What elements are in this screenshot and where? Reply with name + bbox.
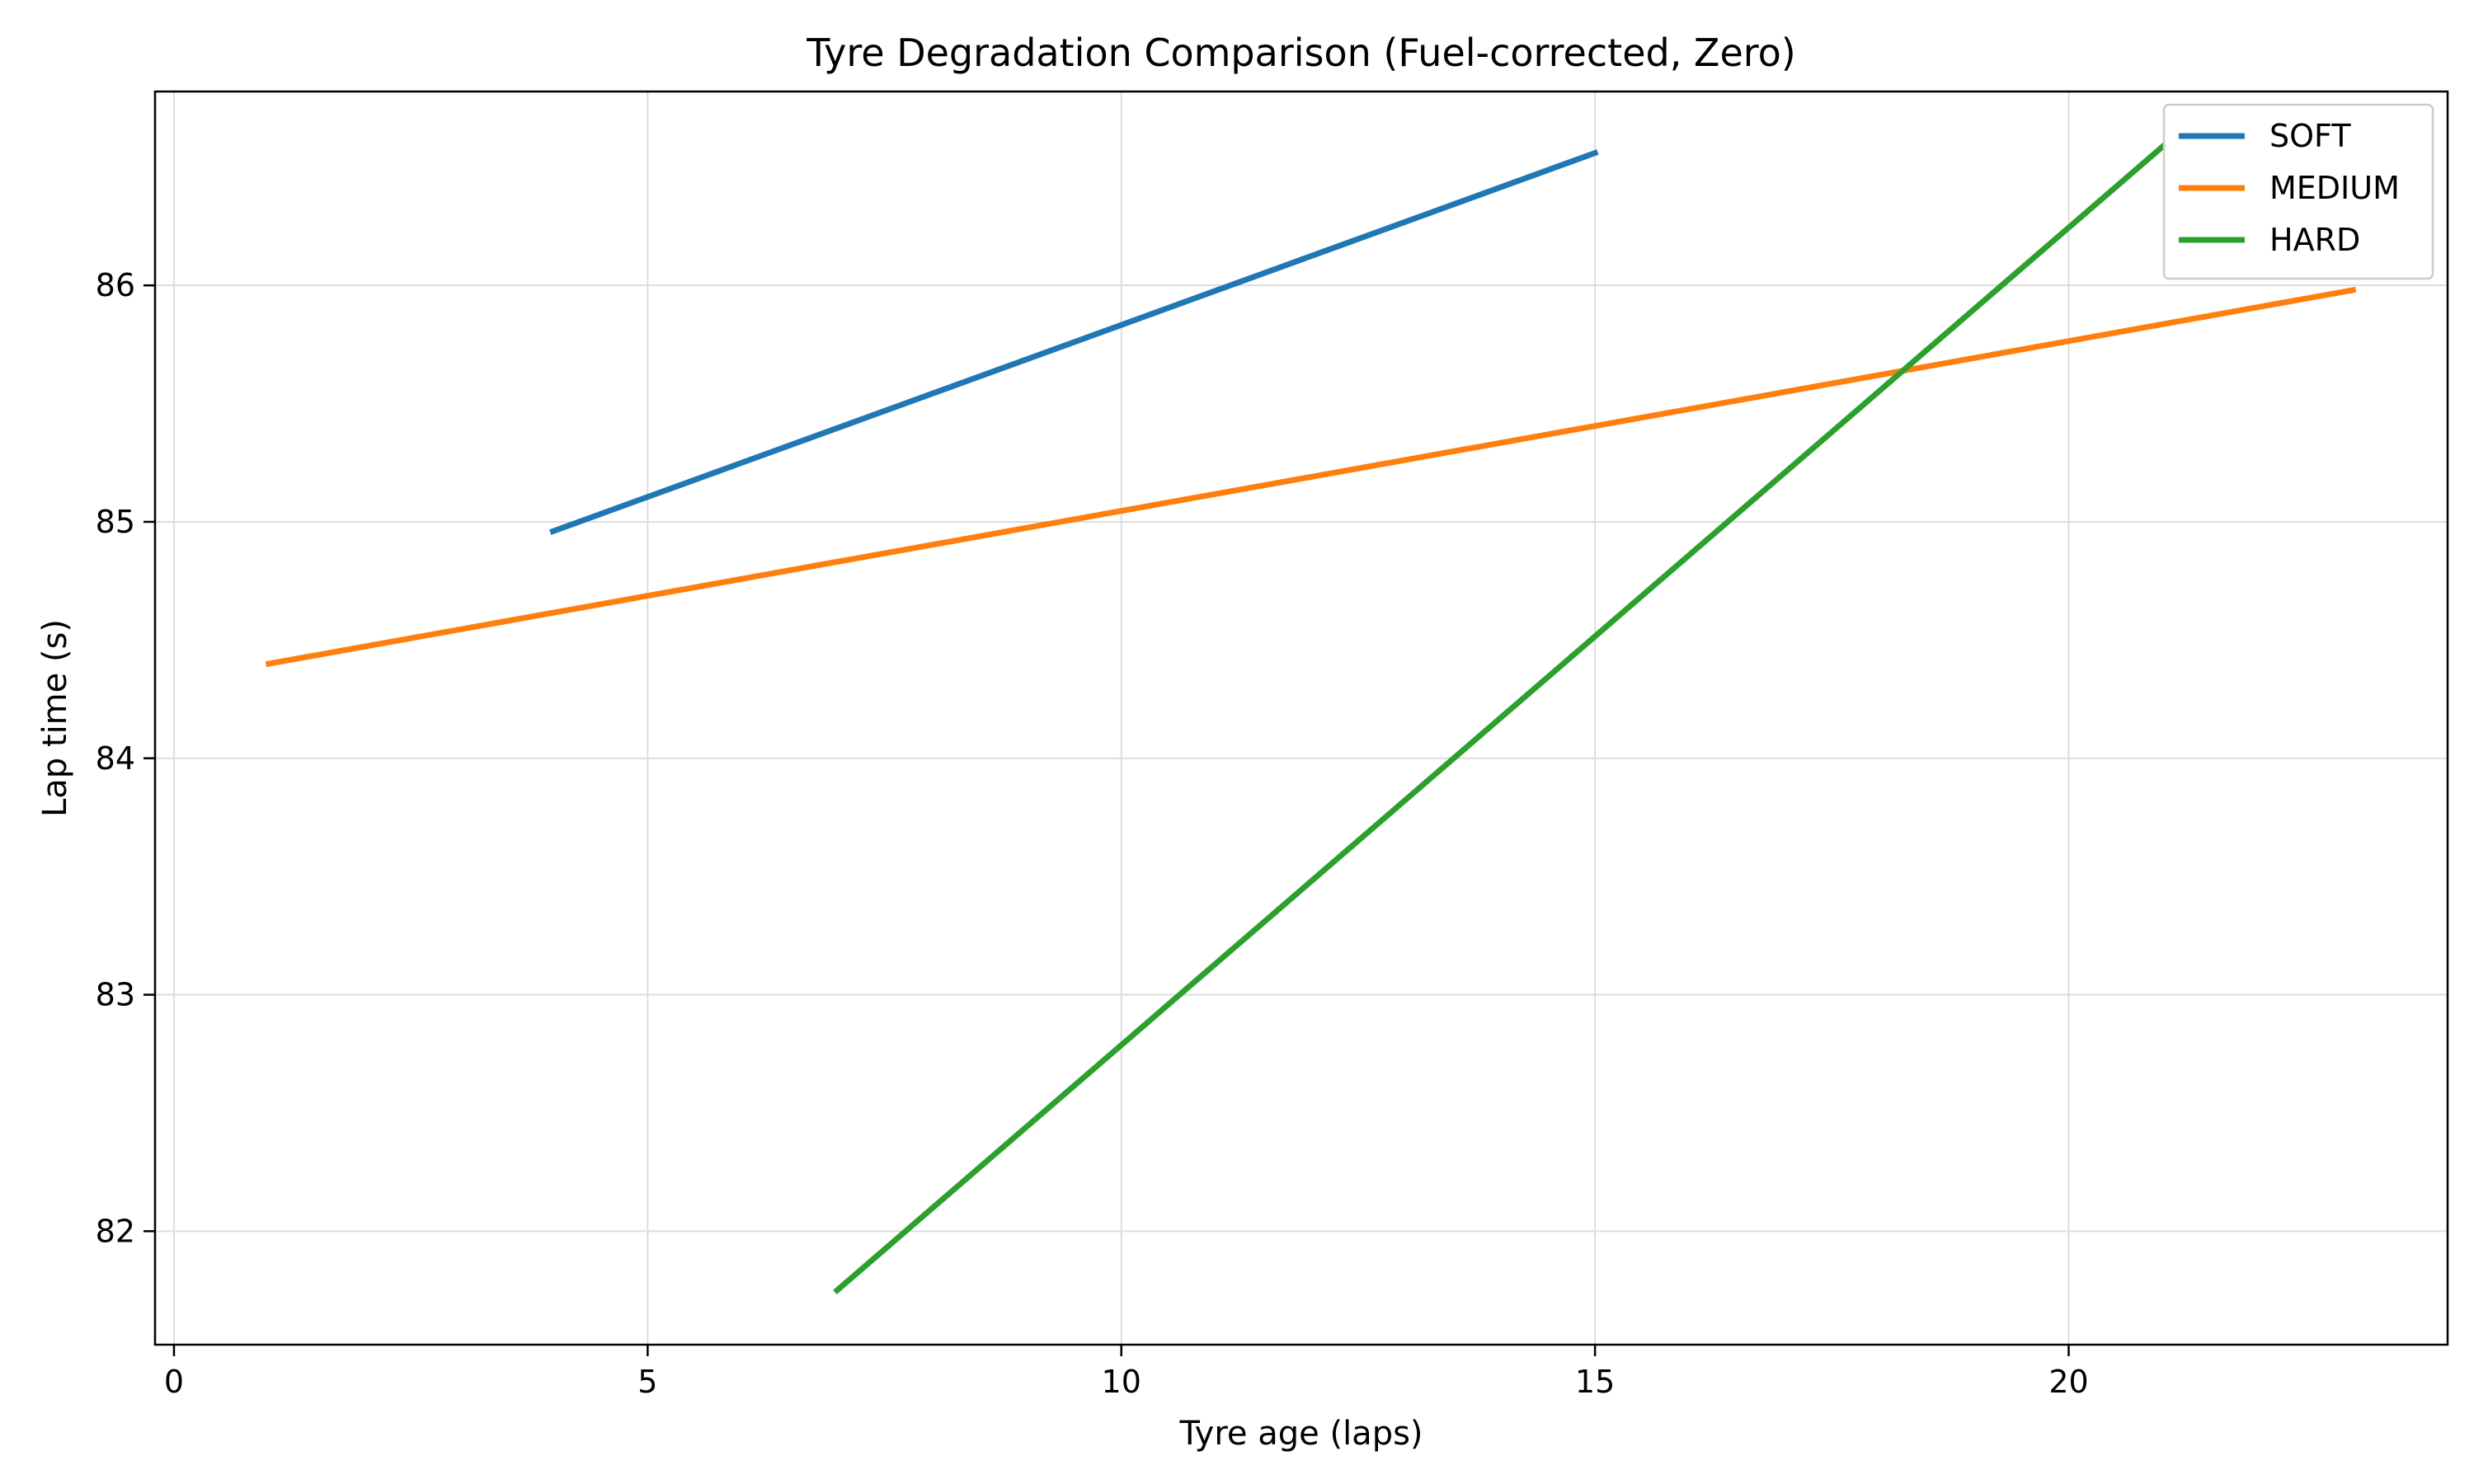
- legend-label: MEDIUM: [2269, 170, 2400, 206]
- plot-frame: [153, 90, 2449, 1346]
- legend: SOFT MEDIUM HARD: [2162, 103, 2434, 280]
- legend-box: [2162, 103, 2434, 280]
- chart-title: Tyre Degradation Comparison (Fuel-correc…: [806, 31, 1796, 75]
- x-tick-label: 15: [1575, 1364, 1615, 1400]
- grid-layer: [155, 92, 2448, 1345]
- y-tick-label: 86: [96, 267, 135, 303]
- series-line-hard: [833, 142, 2168, 1294]
- x-axis-label: Tyre age (laps): [1178, 1415, 1423, 1453]
- series-line-medium: [265, 286, 2357, 668]
- series-layer: [265, 142, 2357, 1294]
- series-line-soft: [548, 149, 1599, 535]
- legend-label: HARD: [2269, 222, 2360, 258]
- legend-label: SOFT: [2269, 118, 2351, 154]
- y-tick-label: 82: [96, 1213, 135, 1249]
- y-axis-label: Lap time (s): [36, 619, 74, 817]
- x-tick-label: 10: [1102, 1364, 1141, 1400]
- tick-layer: 0 5 10 15 20 82 83 84 85 86: [96, 267, 2089, 1400]
- x-tick-label: 20: [2048, 1364, 2088, 1400]
- y-tick-label: 83: [96, 977, 135, 1013]
- y-tick-label: 84: [96, 740, 135, 777]
- x-tick-label: 0: [164, 1364, 184, 1400]
- y-tick-label: 85: [96, 504, 135, 540]
- x-tick-label: 5: [637, 1364, 657, 1400]
